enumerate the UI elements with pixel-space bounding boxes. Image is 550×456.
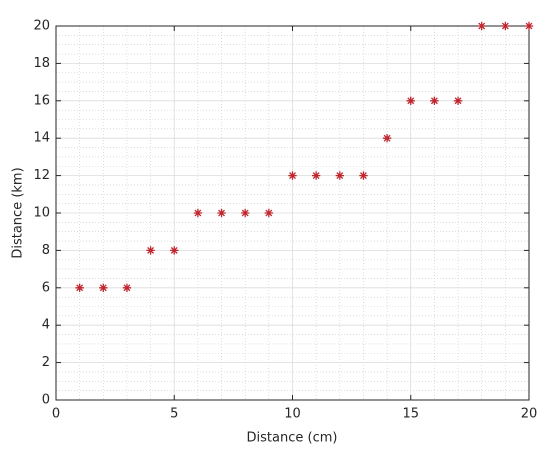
x-tick-label: 15 <box>402 407 419 422</box>
x-tick-label: 10 <box>284 407 301 422</box>
scatter-point <box>311 171 321 180</box>
scatter-point <box>359 171 368 180</box>
scatter-point <box>430 96 439 105</box>
x-tick-label: 20 <box>521 407 538 422</box>
scatter-point <box>477 21 486 31</box>
x-tick-label: 0 <box>52 407 60 422</box>
scatter-point <box>501 21 510 31</box>
scatter-point <box>453 96 463 105</box>
y-tick-label: 2 <box>42 355 50 370</box>
scatter-point <box>170 246 179 255</box>
axes-box <box>55 25 530 401</box>
y-tick-label: 4 <box>42 318 50 333</box>
scatter-point <box>241 208 250 218</box>
scatter-point <box>524 21 534 31</box>
scatter-point <box>75 283 84 292</box>
y-tick-label: 0 <box>42 393 50 408</box>
x-axis-label: Distance (cm) <box>247 431 338 446</box>
y-axis-label: Distance (km) <box>11 167 26 258</box>
x-tick-label: 5 <box>170 407 178 422</box>
y-tick-label: 8 <box>42 243 50 258</box>
scatter-point <box>122 283 132 292</box>
y-tick-label: 20 <box>33 19 50 34</box>
y-tick-label: 12 <box>33 168 50 183</box>
y-tick-label: 18 <box>33 56 50 71</box>
scatter-point <box>217 208 226 218</box>
scatter-point <box>382 134 392 143</box>
scatter-point <box>193 208 203 218</box>
y-tick-label: 6 <box>42 280 50 295</box>
y-tick-label: 10 <box>33 206 50 221</box>
scatter-point <box>146 246 155 255</box>
scatter-point <box>406 96 415 105</box>
scatter-point <box>288 171 297 180</box>
scatter-point <box>264 208 274 218</box>
scatter-point <box>99 283 108 292</box>
scatter-point <box>335 171 344 180</box>
y-tick-label: 14 <box>33 131 50 146</box>
y-tick-label: 16 <box>33 93 50 108</box>
